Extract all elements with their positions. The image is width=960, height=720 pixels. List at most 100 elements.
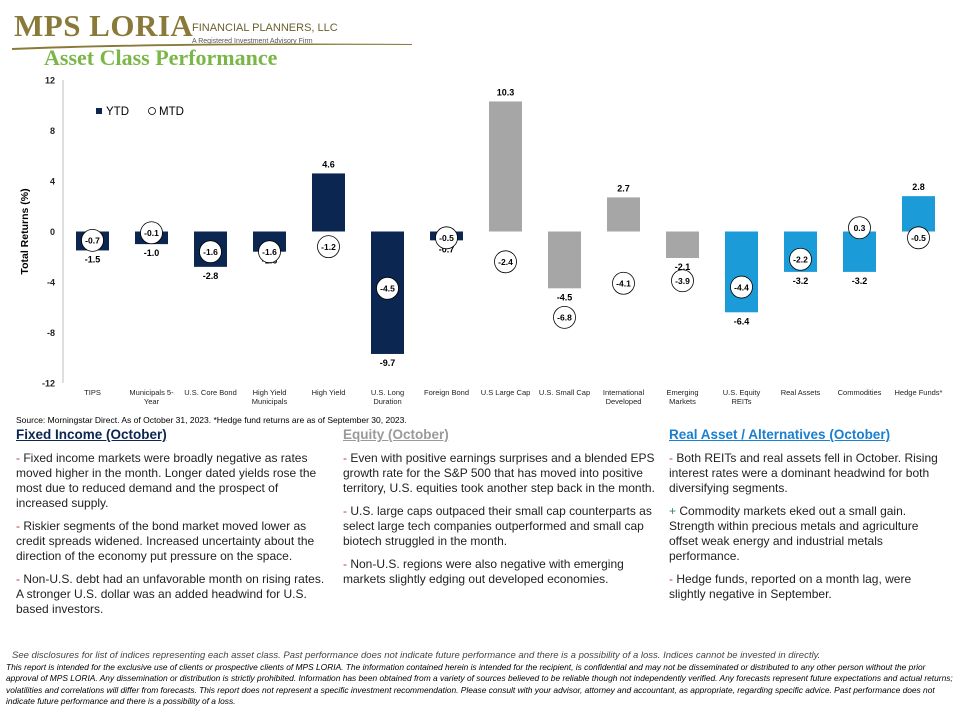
x-category-label: High Yield (253, 388, 287, 397)
bullet-marker: + (669, 504, 677, 518)
x-category-label: High Yield (312, 388, 346, 397)
ytd-data-label: 2.7 (617, 183, 630, 193)
x-category-label: Real Assets (781, 388, 821, 397)
bullet-marker: - (669, 451, 673, 465)
y-tick-label: 0 (50, 227, 55, 237)
bullet-marker: - (16, 519, 20, 533)
x-category-label: Hedge Funds* (895, 388, 943, 397)
y-tick-label: -4 (47, 278, 55, 288)
bar-ytd (489, 101, 522, 232)
bullet-marker: - (343, 504, 347, 518)
disclosure-note: See disclosures for list of indices repr… (12, 650, 821, 661)
mtd-data-label: -4.5 (380, 284, 395, 294)
mtd-data-label: -3.9 (675, 276, 690, 286)
x-category-label: Municipals (252, 397, 288, 406)
bar-ytd (666, 231, 699, 259)
ytd-data-label: -0.7 (439, 244, 455, 254)
mtd-marker (789, 247, 812, 271)
x-category-label: Year (144, 397, 160, 406)
real-asset-commentary: Real Asset / Alternatives (October) - Bot… (669, 427, 949, 610)
mtd-data-label: -1.6 (262, 247, 277, 257)
commentary-bullet: - Riskier segments of the bond market mo… (16, 519, 328, 564)
commentary-bullet: - Non-U.S. debt had an unfavorable month… (16, 572, 328, 617)
mtd-marker (317, 235, 340, 259)
mtd-data-label: 0.3 (854, 223, 866, 233)
mtd-data-label: -0.7 (85, 236, 100, 246)
y-tick-label: 12 (45, 76, 55, 86)
fixed-income-commentary: Fixed Income (October) - Fixed income mar… (16, 427, 328, 625)
bullet-text: Non-U.S. debt had an unfavorable month o… (16, 572, 325, 616)
x-category-label: Developed (606, 397, 642, 406)
equity-commentary: Equity (October) - Even with positive ear… (343, 427, 655, 595)
x-category-label: Duration (373, 397, 401, 406)
bullet-marker: - (16, 572, 20, 586)
bullet-marker: - (343, 557, 347, 571)
legend-ytd-label: YTD (106, 106, 129, 118)
bullet-marker: - (16, 451, 20, 465)
column-heading: Fixed Income (October) (16, 427, 167, 442)
logo-tagline: A Registered Investment Advisory Firm (192, 38, 313, 45)
source-note: Source: Morningstar Direct. As of Octobe… (16, 415, 407, 425)
bullet-text: Even with positive earnings surprises an… (343, 451, 655, 495)
mtd-marker (376, 276, 399, 300)
y-tick-label: 4 (50, 177, 55, 187)
x-category-label: U.S. Small Cap (539, 388, 590, 397)
x-category-label: U.S. Equity (723, 388, 761, 397)
y-tick-label: -8 (47, 328, 55, 338)
mtd-data-label: -0.1 (144, 228, 159, 238)
bullet-text: Non-U.S. regions were also negative with… (343, 557, 624, 586)
commentary-bullet: - Hedge funds, reported on a month lag, … (669, 572, 949, 602)
x-category-label: U.S. Long (371, 388, 404, 397)
ytd-data-label: 4.6 (322, 159, 335, 169)
ytd-data-label: -2.1 (675, 262, 691, 272)
ytd-data-label: 10.3 (497, 87, 515, 97)
mtd-marker (435, 226, 458, 250)
ytd-data-label: -3.2 (793, 276, 809, 286)
x-category-label: Municipals 5- (129, 388, 174, 397)
mtd-data-label: -1.6 (203, 247, 218, 257)
ytd-data-label: -9.7 (380, 358, 396, 368)
commentary-bullet: - U.S. large caps outpaced their small c… (343, 504, 655, 549)
legend-mtd-marker (148, 107, 156, 115)
mtd-data-label: -2.2 (793, 255, 808, 265)
bullet-text: Fixed income markets were broadly negati… (16, 451, 317, 510)
commentary-bullet: - Fixed income markets were broadly nega… (16, 451, 328, 511)
x-category-label: U.S. Core Bond (184, 388, 237, 397)
bullet-marker: - (343, 451, 347, 465)
commentary-bullet: - Non-U.S. regions were also negative wi… (343, 557, 655, 587)
mtd-marker (140, 221, 163, 245)
commentary-bullet: + Commodity markets eked out a small gai… (669, 504, 949, 564)
legend-ytd-swatch (96, 108, 102, 114)
mtd-marker (848, 216, 871, 240)
asset-class-performance-chart: -12 -8 -4 0 4 8 12 Total Returns (%) YTD MTD -1.5 -… (19, 76, 943, 407)
bullet-marker: - (669, 572, 673, 586)
x-category-label: REITs (731, 397, 751, 406)
bullet-text: Commodity markets eked out a small gain.… (669, 504, 919, 563)
mtd-marker (730, 275, 753, 299)
mtd-data-label: -0.5 (439, 233, 454, 243)
bar-ytd (548, 231, 581, 289)
bullet-text: U.S. large caps outpaced their small cap… (343, 504, 652, 548)
ytd-data-label: -3.2 (852, 276, 868, 286)
bullet-text: Hedge funds, reported on a month lag, we… (669, 572, 912, 601)
bar-ytd (607, 197, 640, 232)
bar-ytd (902, 196, 935, 232)
column-heading: Equity (October) (343, 427, 449, 442)
x-category-label: Emerging (666, 388, 698, 397)
y-tick-label: -12 (42, 379, 55, 389)
x-category-label: Foreign Bond (424, 388, 469, 397)
mtd-marker (612, 271, 635, 295)
mtd-marker (671, 269, 694, 293)
x-category-label: International (603, 388, 645, 397)
x-category-label: U.S Large Cap (481, 388, 531, 397)
mtd-marker (553, 305, 576, 329)
commentary-bullet: - Even with positive earnings surprises … (343, 451, 655, 496)
bullet-text: Both REITs and real assets fell in Octob… (669, 451, 938, 495)
ytd-data-label: 2.8 (912, 182, 925, 192)
mtd-marker (199, 240, 222, 264)
mtd-data-label: -1.2 (321, 242, 336, 252)
mtd-marker (907, 226, 930, 250)
bar-ytd (312, 173, 345, 232)
logo-wordmark: MPS LORIA (14, 8, 194, 43)
x-category-label: TIPS (84, 388, 101, 397)
